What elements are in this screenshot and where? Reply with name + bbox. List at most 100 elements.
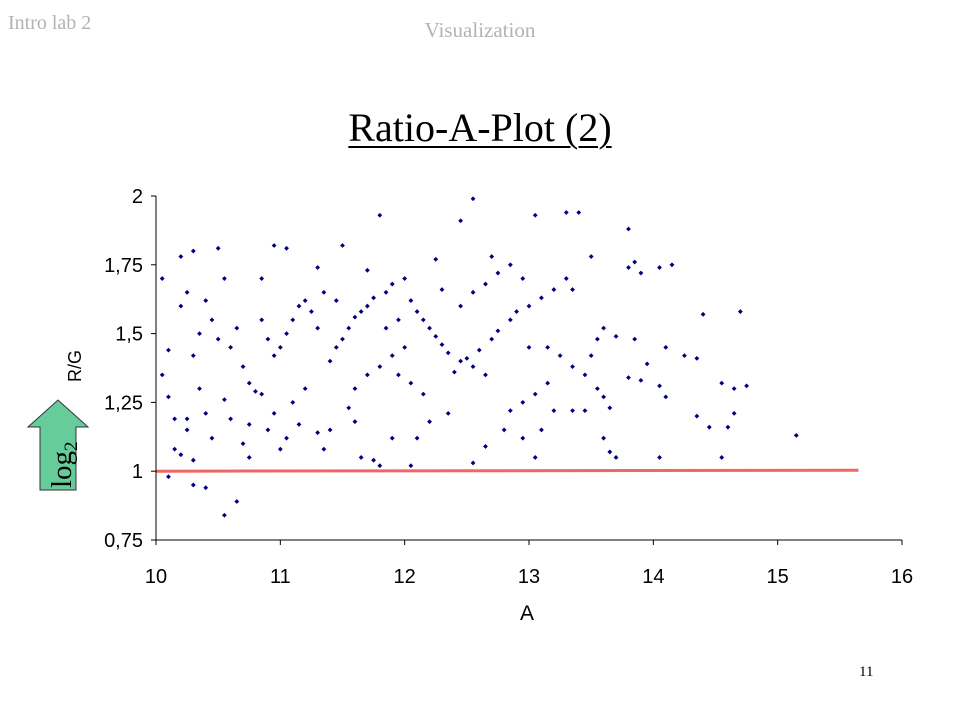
- scatter-point: [694, 355, 700, 361]
- scatter-point: [197, 386, 202, 392]
- scatter-point: [532, 212, 538, 218]
- scatter-point: [719, 380, 725, 386]
- scatter-point: [570, 408, 575, 414]
- scatter-point: [420, 317, 426, 323]
- scatter-point: [271, 411, 277, 416]
- scatter-point: [284, 331, 289, 336]
- scatter-point: [277, 344, 283, 350]
- scatter-point: [302, 298, 308, 303]
- scatter-point: [340, 336, 345, 342]
- scatter-point: [172, 416, 178, 422]
- scatter-point: [228, 416, 233, 422]
- scatter-point: [607, 449, 613, 455]
- scatter-point: [613, 455, 619, 460]
- scatter-point: [520, 435, 526, 441]
- scatter-point: [626, 375, 631, 381]
- scatter-point: [638, 270, 644, 276]
- scatter-point: [483, 444, 488, 449]
- x-tick-label: 12: [394, 566, 416, 588]
- scatter-point: [719, 455, 725, 460]
- scatter-point: [265, 336, 271, 342]
- scatter-point: [377, 212, 383, 218]
- scatter-point: [563, 210, 569, 215]
- y-tick-label: 1,75: [104, 255, 143, 277]
- scatter-point: [607, 405, 613, 411]
- x-tick-label: 14: [642, 566, 664, 588]
- scatter-point: [731, 411, 737, 416]
- scatter-point: [507, 408, 513, 414]
- scatter-point: [545, 344, 551, 350]
- scatter-point: [215, 245, 221, 251]
- y-tick-label: 1,5: [115, 324, 143, 346]
- scatter-point: [427, 419, 432, 425]
- scatter-point: [296, 303, 302, 309]
- scatter-point: [706, 424, 712, 430]
- scatter-point: [364, 372, 370, 378]
- scatter-point: [327, 358, 333, 364]
- scatter-point: [483, 372, 488, 378]
- scatter-point: [657, 383, 662, 389]
- scatter-point: [383, 325, 389, 331]
- scatter-point: [470, 289, 476, 295]
- scatter-point: [352, 314, 358, 320]
- scatter-point: [657, 455, 662, 460]
- scatter-point: [725, 424, 731, 430]
- scatter-point: [277, 446, 283, 452]
- scatter-point: [464, 355, 470, 361]
- scatter-point: [221, 397, 227, 403]
- scatter-point: [234, 325, 240, 331]
- scatter-point: [582, 372, 588, 378]
- scatter-point: [290, 317, 296, 323]
- scatter-point: [445, 411, 451, 416]
- scatter-point: [228, 344, 233, 350]
- scatter-point: [632, 336, 638, 342]
- scatter-point: [793, 433, 799, 438]
- scatter-point: [358, 455, 364, 460]
- scatter-point: [389, 353, 395, 359]
- scatter-point: [184, 416, 190, 422]
- scatter-point: [694, 413, 700, 419]
- log-subscript: 2: [61, 441, 82, 451]
- scatter-point: [594, 336, 600, 342]
- scatter-point: [470, 196, 476, 202]
- scatter-point: [253, 388, 258, 394]
- scatter-point: [489, 254, 495, 259]
- up-arrow-icon: [26, 399, 90, 491]
- scatter-point: [458, 303, 464, 309]
- scatter-point: [364, 267, 370, 273]
- scatter-point: [526, 344, 532, 350]
- scatter-point: [551, 287, 557, 292]
- scatter-point: [495, 328, 501, 334]
- scatter-point: [346, 325, 352, 331]
- scatter-point: [377, 463, 383, 469]
- scatter-point: [309, 309, 314, 314]
- scatter-point: [414, 309, 420, 314]
- scatter-point: [172, 446, 178, 452]
- scatter-point: [507, 317, 513, 323]
- scatter-point: [452, 369, 457, 375]
- scatter-point: [545, 380, 551, 386]
- scatter-point: [576, 210, 582, 215]
- scatter-point: [458, 218, 464, 224]
- y-tick-label: 1: [132, 461, 143, 483]
- svg-text:log2: log2: [46, 441, 82, 488]
- scatter-point: [663, 394, 669, 400]
- scatter-point: [632, 259, 638, 265]
- scatter-point: [402, 344, 408, 350]
- scatter-point: [221, 276, 227, 281]
- scatter-point: [358, 309, 364, 314]
- scatter-point: [327, 427, 333, 433]
- scatter-point: [284, 435, 289, 441]
- scatter-point: [663, 344, 669, 350]
- scatter-point: [184, 427, 190, 433]
- scatter-point: [178, 254, 184, 259]
- scatter-point: [346, 405, 352, 411]
- scatter-point: [259, 276, 265, 281]
- scatter-point: [203, 411, 209, 416]
- scatter-point: [178, 303, 184, 309]
- scatter-point: [682, 353, 687, 359]
- scatter-point: [532, 455, 538, 460]
- scatter-point: [333, 344, 339, 350]
- scatter-point: [209, 435, 215, 441]
- page-number: 11: [859, 664, 874, 680]
